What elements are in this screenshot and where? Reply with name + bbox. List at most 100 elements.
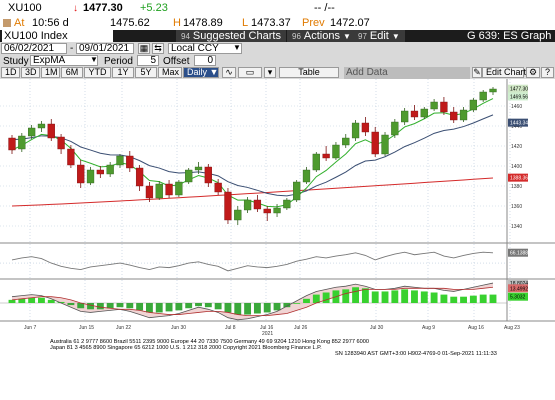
- period-button-6m[interactable]: 6M: [61, 67, 83, 78]
- actions-button[interactable]: 96 Actions ▼: [287, 30, 356, 42]
- macd-histogram-bar: [87, 303, 94, 310]
- macd-histogram-bar: [77, 303, 85, 309]
- price-tick-label: 1440: [511, 124, 522, 130]
- macd-histogram-bar: [371, 291, 379, 303]
- macd-tag-bg: [508, 292, 528, 301]
- candle-body: [57, 136, 65, 150]
- offset-field[interactable]: 0: [194, 55, 216, 66]
- candle-body: [391, 121, 399, 136]
- macd-histogram-bar: [303, 298, 310, 303]
- macd-histogram-bar: [342, 289, 350, 303]
- settings-icon[interactable]: ⚙: [526, 67, 540, 78]
- macd-tag-bg: [508, 284, 528, 293]
- macd-histogram-bar: [18, 298, 26, 303]
- macd-histogram-bar: [411, 290, 418, 303]
- chart-area[interactable]: 66.1388 18.8024 13.4992 5.3032 1340 1360 138…: [0, 79, 555, 400]
- add-data-field[interactable]: Add Data: [344, 67, 470, 79]
- macd-histogram-bar: [224, 303, 232, 313]
- macd-histogram-bar: [116, 303, 124, 308]
- candle-body: [243, 199, 252, 211]
- line-chart-icon[interactable]: ∿: [222, 67, 236, 78]
- chevron-down-icon[interactable]: ▼: [233, 43, 241, 52]
- edit-chart-button[interactable]: Edit Chart: [482, 67, 526, 78]
- currency-value: Local CCY: [171, 43, 219, 54]
- date-separator: -: [70, 43, 74, 54]
- chart-grid: [0, 79, 555, 322]
- macd-histogram-bar: [106, 303, 114, 309]
- down-arrow-icon: ↓: [73, 2, 78, 14]
- swap-icon[interactable]: ⇆: [152, 43, 164, 54]
- table-button[interactable]: Table: [279, 67, 339, 78]
- dropdown-icon[interactable]: ▾: [264, 67, 276, 78]
- low-label: L: [242, 17, 249, 29]
- dropdown-arrow-icon: ▼: [391, 31, 400, 41]
- edit-button[interactable]: 97 Edit ▼: [353, 30, 405, 42]
- macd-histogram-bar: [293, 303, 301, 304]
- rsi-tag-bg: [508, 248, 528, 257]
- macd-histogram-bar: [322, 292, 330, 303]
- help-icon[interactable]: ?: [541, 67, 554, 78]
- prev-label: Prev: [302, 17, 325, 29]
- candle-body: [155, 183, 163, 199]
- macd-histogram-bar: [145, 303, 153, 313]
- macd-histogram-bar: [489, 294, 497, 303]
- security-field[interactable]: XU100 Index: [2, 30, 113, 42]
- start-date-field[interactable]: 06/02/2021: [1, 43, 67, 54]
- period-button-1d[interactable]: 1D: [1, 67, 20, 78]
- macd-histogram-bar: [391, 290, 399, 303]
- status-square-icon: [3, 19, 11, 27]
- macd-histogram-bar: [185, 303, 193, 309]
- macd-histogram-bar: [263, 303, 271, 313]
- footer-line-1: Australia 61 2 9777 8600 Brazil 5511 239…: [50, 339, 369, 345]
- candle-body: [234, 209, 242, 221]
- page-title: G 639: ES Graph: [467, 30, 552, 42]
- period-field[interactable]: 5: [137, 55, 159, 66]
- period-button-ytd[interactable]: YTD: [84, 67, 111, 78]
- candle-body: [126, 155, 134, 169]
- candle-body: [214, 182, 222, 193]
- value-tag-bg: [508, 173, 528, 182]
- candle-body: [440, 101, 448, 113]
- chart-background: [0, 79, 555, 320]
- period-button-1m[interactable]: 1M: [41, 67, 60, 78]
- end-date-field[interactable]: 09/01/2021: [76, 43, 134, 54]
- candle-body: [194, 166, 203, 171]
- period-button-max[interactable]: Max: [158, 67, 182, 78]
- footer: Australia 61 2 9777 8600 Brazil 5511 239…: [50, 339, 497, 357]
- suggested-charts-num: 94: [181, 31, 190, 41]
- x-axis-date-label: Jul 16: [260, 325, 274, 331]
- candle-body: [67, 148, 75, 166]
- candle-body: [459, 109, 468, 121]
- price-tick-label: 1360: [511, 204, 522, 210]
- candle-body: [224, 191, 232, 221]
- macd-histogram-bar: [273, 303, 281, 311]
- footer-line-2: Japan 81 3 4565 8900 Singapore 65 6212 1…: [50, 345, 322, 351]
- value-tag-bg: [508, 92, 528, 101]
- rsi-line: [11, 251, 494, 272]
- chart-type-icon[interactable]: ▭: [238, 67, 262, 78]
- candle-body: [96, 169, 104, 175]
- price-tick-label: 1420: [511, 144, 522, 150]
- high-value: 1478.89: [183, 17, 223, 29]
- pencil-icon[interactable]: ✎: [472, 67, 482, 78]
- suggested-charts-button[interactable]: 94 Suggested Charts: [176, 30, 286, 42]
- calendar-icon[interactable]: ▦: [138, 43, 150, 54]
- date-range-bar: 06/02/2021 - 09/01/2021 ▦ ⇆ Local CCY ▼: [0, 42, 555, 55]
- actions-label: Actions: [303, 29, 340, 42]
- period-button-3d[interactable]: 3D: [21, 67, 40, 78]
- ohlc-line: At 10:56 d 1475.62 H 1478.89 L 1473.37 P…: [0, 16, 555, 30]
- period-button-5y[interactable]: 5Y: [135, 67, 157, 78]
- axes: 1340 1360 1380 1400 1420 1440 1460 1477.301469.…: [24, 84, 528, 337]
- frequency-select[interactable]: Daily ▼: [183, 67, 219, 78]
- quote-time: 10:56 d: [32, 17, 69, 29]
- currency-select[interactable]: Local CCY: [168, 43, 242, 54]
- x-axis-date-label: Aug 9: [422, 325, 435, 331]
- macd-histogram-bar: [126, 303, 134, 309]
- study-select[interactable]: ExpMA: [30, 55, 98, 66]
- period-button-1y[interactable]: 1Y: [112, 67, 134, 78]
- macd-histogram-bar: [234, 303, 242, 315]
- quote-line: XU100 ↓ 1477.30 +5.23 -- /--: [0, 0, 555, 16]
- price-change: +5.23: [140, 2, 168, 14]
- chevron-down-icon[interactable]: ▼: [90, 55, 98, 64]
